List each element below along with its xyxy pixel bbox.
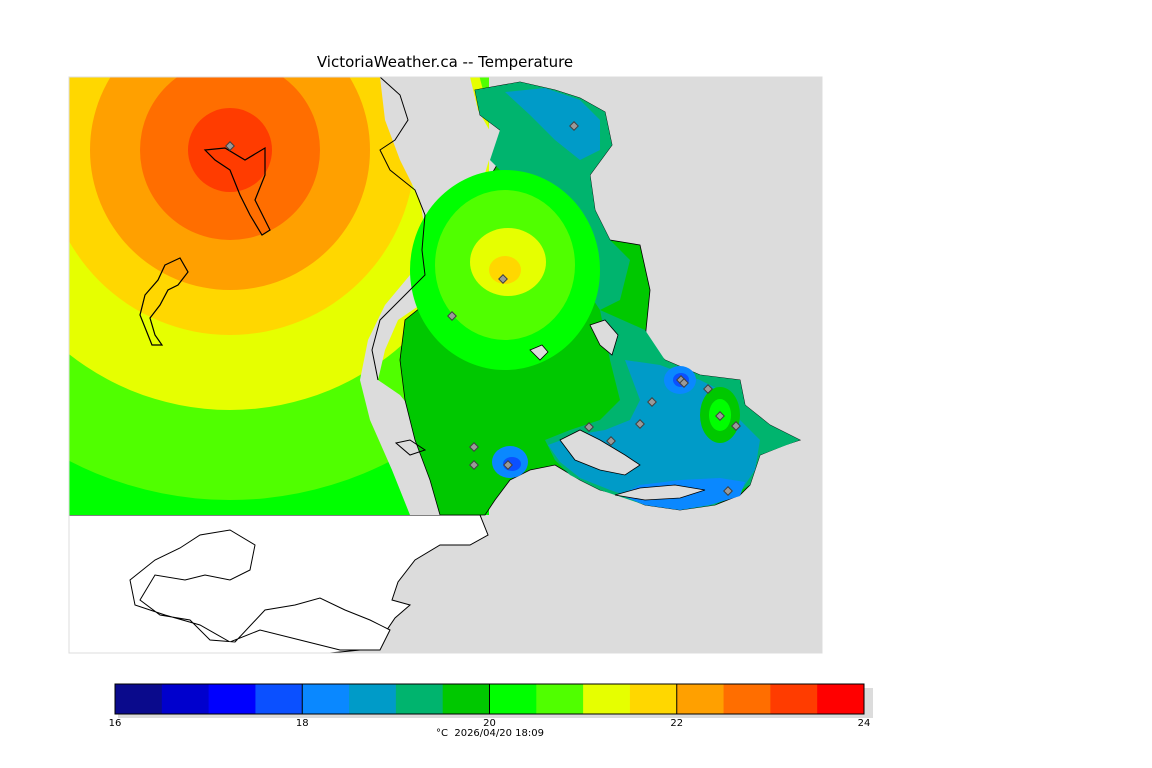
- colorbar-ticks: 16 18 20 22 24: [109, 684, 871, 729]
- colorbar-band: [302, 684, 350, 714]
- timestamp: 2026/04/20 18:09: [454, 728, 544, 739]
- colorbar-band: [770, 684, 818, 714]
- east-temperature-field: [399, 81, 802, 516]
- colorbar-band: [676, 684, 725, 714]
- colorbar-tick-label: 24: [858, 718, 871, 729]
- map-title: VictoriaWeather.ca -- Temperature: [316, 53, 574, 71]
- colorbar-band: [583, 684, 631, 714]
- station-markers: [225, 121, 741, 496]
- unit-label: °C: [436, 728, 448, 739]
- colorbar-band: [349, 684, 397, 714]
- colorbar-band: [255, 684, 303, 714]
- small-island-south: [394, 439, 427, 456]
- colorbar-caption: °C 2026/04/20 18:09: [380, 728, 600, 739]
- colorbar-band: [629, 684, 678, 714]
- island-outline-west: [139, 257, 189, 346]
- colorbar-band: [536, 684, 584, 714]
- colorbar-band: [115, 684, 163, 714]
- colorbar-band: [817, 684, 865, 714]
- colorbar-band: [208, 684, 256, 714]
- colorbar-band: [489, 684, 537, 714]
- colorbar-band: [723, 684, 771, 714]
- colorbar-band: [161, 684, 210, 714]
- colorbar-bands: [114, 683, 865, 715]
- colorbar-tick-label: 20: [483, 718, 496, 729]
- island-outline-north: [203, 146, 271, 236]
- colorbar-band: [442, 684, 490, 714]
- olympic-peninsula-land: [68, 514, 489, 654]
- colorbar-tick-label: 18: [296, 718, 309, 729]
- map-frame: [68, 76, 823, 654]
- colorbar-tick-label: 16: [109, 718, 122, 729]
- colorbar-tick-label: 22: [670, 718, 683, 729]
- washington-island: [129, 529, 391, 651]
- colorbar-band: [395, 684, 444, 714]
- vancouver-island-coast: [371, 76, 426, 381]
